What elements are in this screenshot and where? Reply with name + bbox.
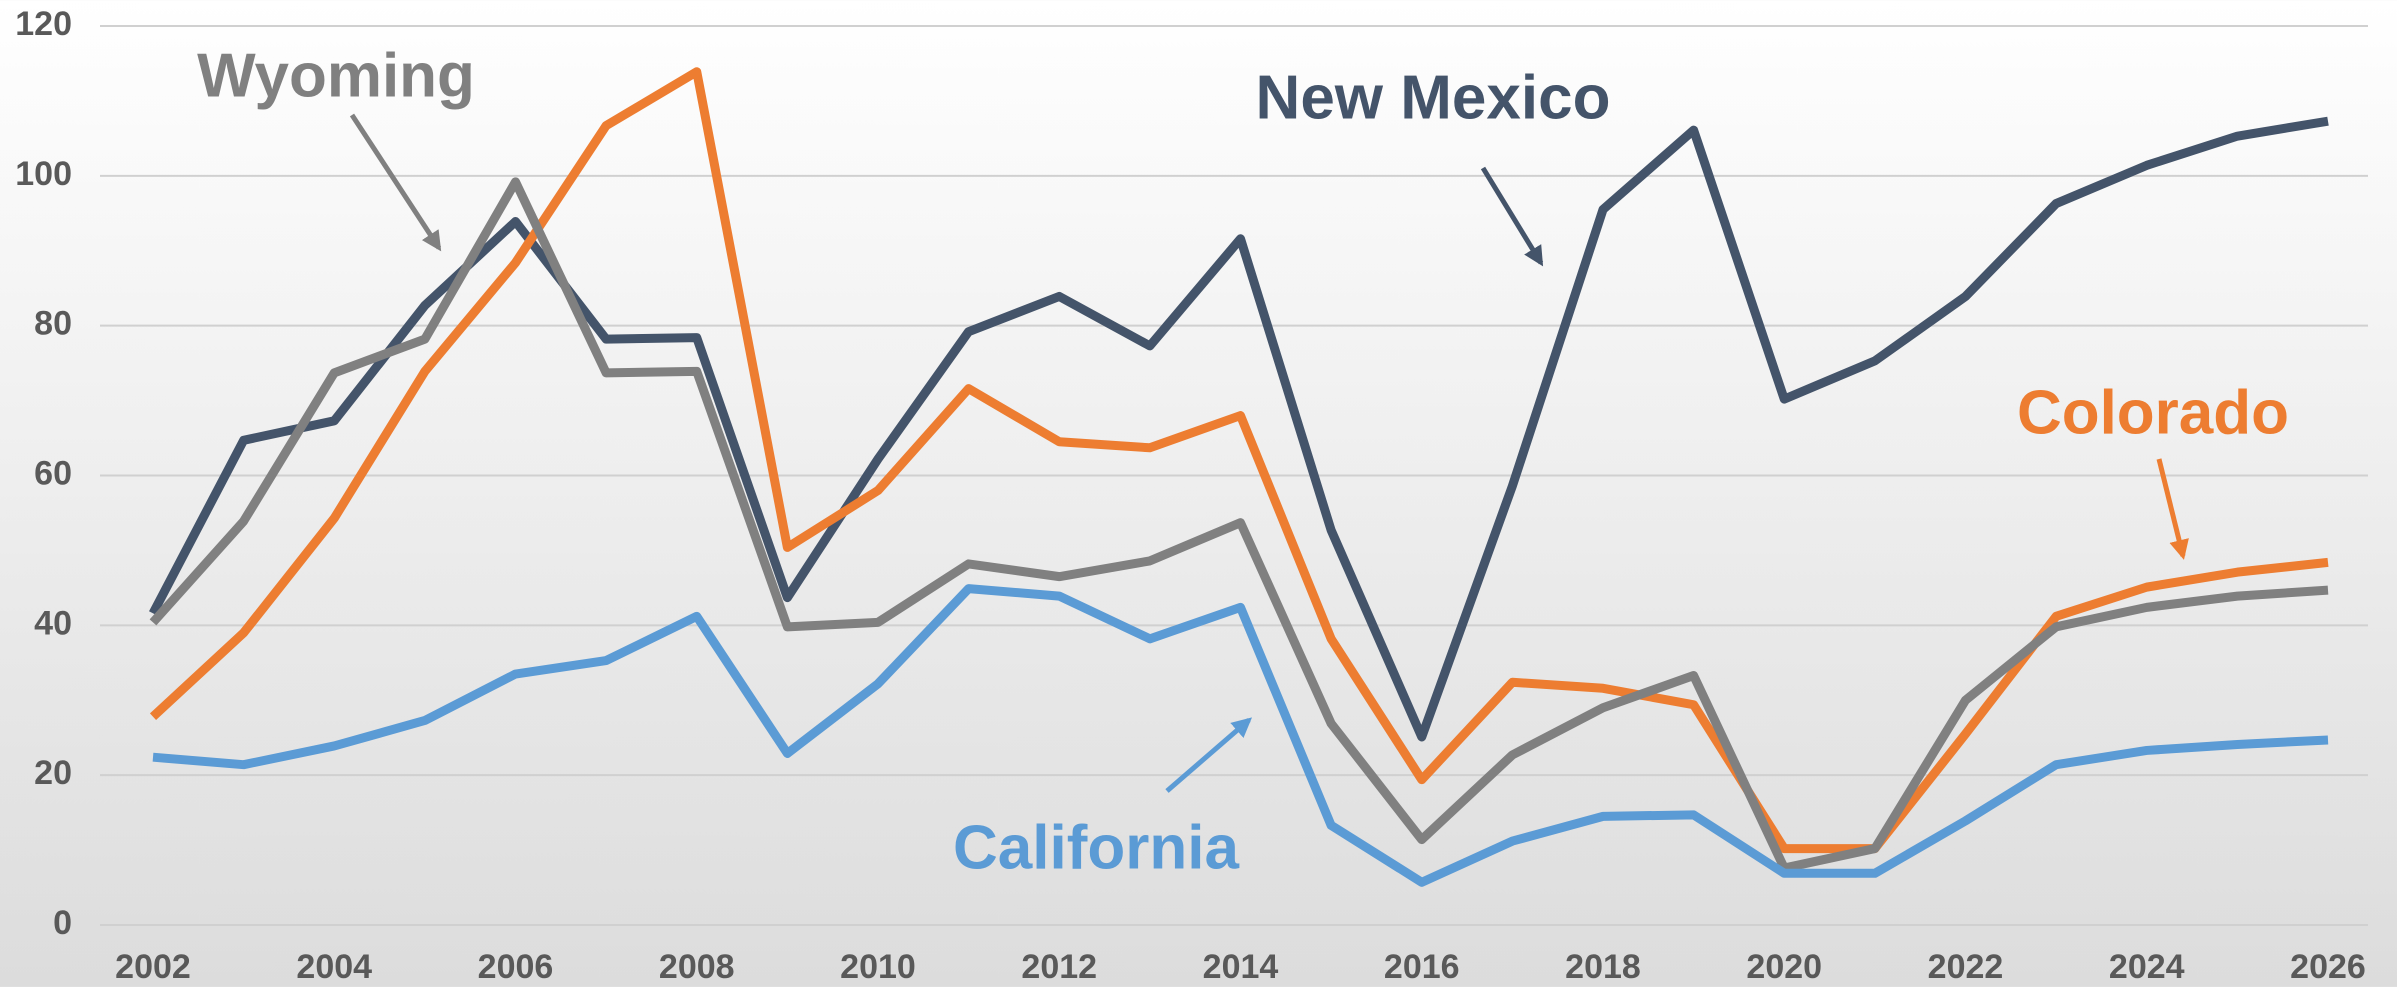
series-line (149, 116, 2329, 742)
x-tick-label: 2018 (1565, 948, 1641, 986)
series-line (149, 67, 2329, 854)
series-line (152, 584, 2329, 887)
y-tick-label: 100 (15, 155, 72, 193)
label-arrow (1480, 166, 1544, 267)
x-tick-label: 2002 (115, 948, 191, 986)
label-arrow (349, 113, 442, 252)
x-tick-label: 2014 (1203, 948, 1279, 986)
y-tick-label: 60 (34, 454, 72, 492)
series-label: California (953, 813, 1239, 882)
y-tick-label: 80 (34, 305, 72, 343)
x-tick-label: 2022 (1928, 948, 2004, 986)
x-tick-label: 2020 (1746, 948, 1822, 986)
series-label: Wyoming (197, 41, 475, 110)
y-tick-label: 0 (53, 904, 72, 942)
x-tick-label: 2010 (840, 948, 916, 986)
label-arrow (1165, 717, 1253, 793)
x-tick-label: 2024 (2109, 948, 2185, 986)
x-tick-label: 2026 (2290, 948, 2366, 986)
y-tick-label: 120 (15, 5, 72, 43)
x-tick-label: 2004 (296, 948, 372, 986)
y-tick-label: 40 (34, 604, 72, 642)
x-tick-label: 2008 (659, 948, 735, 986)
series-label: New Mexico (1256, 63, 1611, 132)
x-tick-label: 2016 (1384, 948, 1460, 986)
label-arrow (2156, 458, 2189, 560)
y-tick-label: 20 (34, 754, 72, 792)
series-line (149, 177, 2329, 873)
series-label: Colorado (2017, 378, 2289, 447)
x-tick-label: 2012 (1021, 948, 1097, 986)
x-tick-label: 2006 (478, 948, 554, 986)
